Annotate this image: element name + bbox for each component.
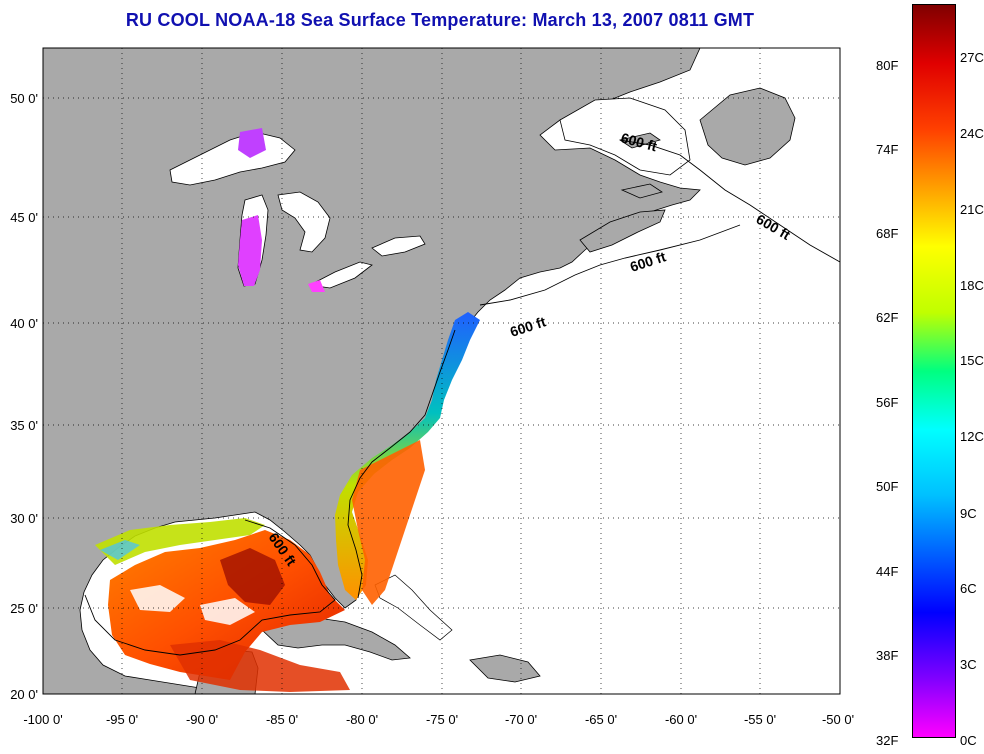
- lon-tick-label: -65 0': [585, 712, 617, 727]
- colorbar-label-c: 6C: [960, 581, 977, 596]
- colorbar-label-c: 27C: [960, 50, 984, 65]
- lon-tick-label: -90 0': [186, 712, 218, 727]
- bahamas: [374, 574, 453, 641]
- lon-tick-label: -80 0': [346, 712, 378, 727]
- gulf-st-lawrence: [559, 97, 691, 176]
- colorbar-label-c: 0C: [960, 733, 977, 748]
- lat-tick-label: 45 0': [10, 210, 38, 225]
- newfoundland: [699, 87, 796, 166]
- lon-tick-label: -100 0': [23, 712, 62, 727]
- lon-tick-label: -95 0': [106, 712, 138, 727]
- colorbar-label-c: 12C: [960, 429, 984, 444]
- sst-overlay: [95, 128, 480, 692]
- lon-tick-label: -75 0': [426, 712, 458, 727]
- colorbar-label-f: 38F: [876, 648, 899, 663]
- prince-edward-island: [620, 183, 663, 199]
- hispaniola: [469, 654, 541, 683]
- colorbar-label-c: 24C: [960, 126, 984, 141]
- lake-huron: [277, 191, 331, 253]
- colorbar-label-f: 68F: [876, 226, 899, 241]
- lon-tick-label: -50 0': [822, 712, 854, 727]
- temperature-colorbar: [912, 4, 956, 738]
- lat-tick-label: 20 0': [10, 687, 38, 702]
- colorbar-label-c: 3C: [960, 657, 977, 672]
- colorbar-label-f: 74F: [876, 142, 899, 157]
- lake-ontario: [371, 235, 426, 257]
- lat-tick-label: 35 0': [10, 418, 38, 433]
- map-title: RU COOL NOAA-18 Sea Surface Temperature:…: [125, 10, 755, 30]
- nova-scotia: [579, 209, 666, 253]
- contour-600ft: [84, 139, 840, 656]
- colorbar-label-c: 18C: [960, 278, 984, 293]
- colorbar-label-c: 9C: [960, 506, 977, 521]
- anticosti-island: [619, 132, 661, 149]
- lat-tick-label: 40 0': [10, 316, 38, 331]
- colorbar-label-f: 56F: [876, 395, 899, 410]
- lat-tick-label: 50 0': [10, 91, 38, 106]
- lake-erie: [308, 261, 373, 289]
- colorbar-label-f: 44F: [876, 564, 899, 579]
- latitude-axis: 50 0' 45 0' 40 0' 35 0' 30 0' 25 0' 20 0…: [10, 91, 38, 702]
- colorbar-label-f: 80F: [876, 58, 899, 73]
- colorbar-label-f: 62F: [876, 310, 899, 325]
- colorbar-label-c: 21C: [960, 202, 984, 217]
- colorbar-label-c: 15C: [960, 353, 984, 368]
- lon-tick-label: -70 0': [505, 712, 537, 727]
- lat-tick-label: 25 0': [10, 601, 38, 616]
- longitude-axis: -100 0' -95 0' -90 0' -85 0' -80 0' -75 …: [23, 712, 854, 727]
- lon-tick-label: -85 0': [266, 712, 298, 727]
- lon-tick-label: -60 0': [665, 712, 697, 727]
- lat-tick-label: 30 0': [10, 511, 38, 526]
- colorbar-label-f: 50F: [876, 479, 899, 494]
- lon-tick-label: -55 0': [744, 712, 776, 727]
- colorbar-label-f: 32F: [876, 733, 899, 748]
